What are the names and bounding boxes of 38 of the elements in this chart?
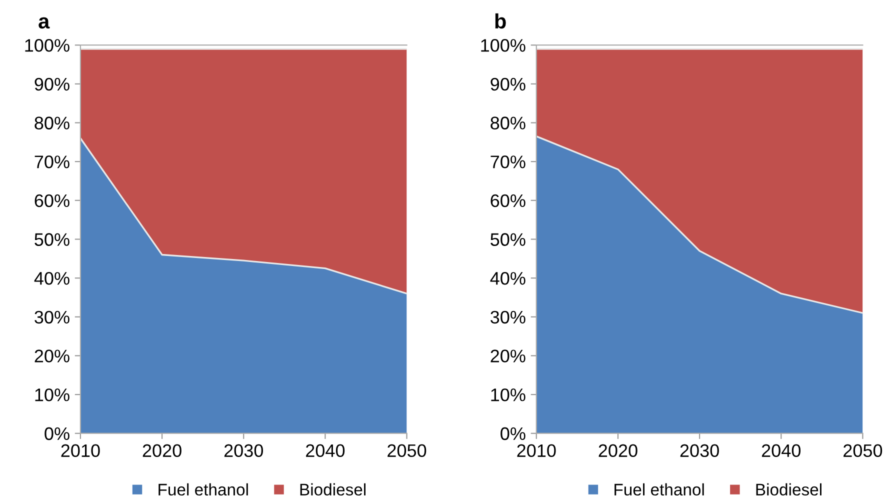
x-tick-label: 2040: [306, 444, 345, 458]
legend-label: Fuel ethanol: [158, 483, 248, 496]
chart-title: b: [495, 13, 506, 29]
y-tick-label: 20%: [490, 350, 526, 362]
y-tick-label: 10%: [491, 388, 526, 402]
chart-title: a: [38, 17, 50, 29]
y-tick-label: 80%: [490, 116, 526, 130]
x-tick-label: 2020: [598, 444, 638, 458]
x-tick-label: 2010: [517, 444, 556, 458]
y-tick-label: 100%: [25, 39, 70, 52]
x-tick-label: 2030: [680, 444, 719, 458]
legend-label: Biodiesel: [756, 483, 822, 496]
y-tick-label: 0%: [500, 427, 526, 440]
y-tick-label: 10%: [35, 388, 70, 402]
y-tick-label: 90%: [34, 78, 70, 91]
y-tick-label: 40%: [34, 272, 70, 285]
y-tick-label: 100%: [481, 39, 526, 52]
y-tick-label: 0%: [44, 427, 70, 440]
y-tick-label: 60%: [34, 194, 70, 208]
y-tick-label: 80%: [34, 116, 70, 130]
y-tick-label: 30%: [490, 310, 526, 324]
y-tick-label: 20%: [34, 350, 70, 362]
legend-label: Fuel ethanol: [614, 483, 704, 496]
y-tick-label: 70%: [34, 156, 70, 168]
y-tick-label: 50%: [34, 233, 70, 246]
y-tick-label: 60%: [490, 194, 526, 208]
y-tick-label: 30%: [34, 310, 70, 324]
x-tick-label: 2030: [224, 444, 263, 458]
y-tick-label: 50%: [490, 233, 526, 246]
x-tick-label: 2050: [388, 444, 426, 458]
x-tick-label: 2020: [142, 444, 182, 458]
y-tick-label: 40%: [490, 272, 526, 285]
x-tick-label: 2010: [61, 444, 100, 458]
x-tick-label: 2050: [844, 444, 882, 458]
y-tick-label: 70%: [490, 156, 526, 168]
x-tick-label: 2040: [762, 444, 801, 458]
y-tick-label: 90%: [490, 78, 526, 91]
legend-label: Biodiesel: [300, 483, 366, 496]
